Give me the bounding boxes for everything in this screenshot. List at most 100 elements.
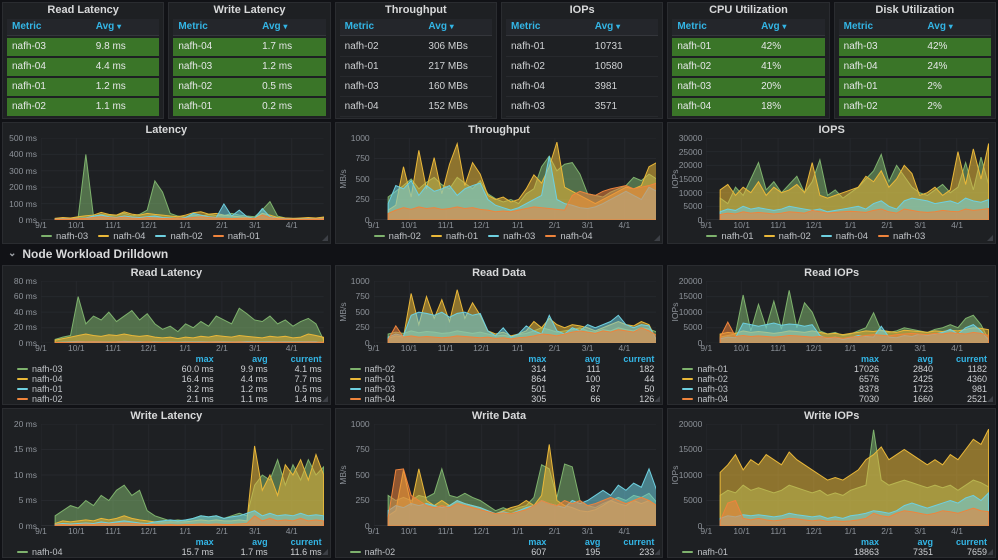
panel-resize-handle[interactable] [321, 548, 328, 555]
plot-area[interactable] [706, 281, 989, 343]
y-tick-label: 0 ms [18, 214, 37, 225]
panel-title[interactable]: Read Latency [47, 4, 119, 16]
panel-resize-handle[interactable] [321, 395, 328, 402]
panel-title[interactable]: Read Data [472, 266, 526, 279]
section-header-node-workload-drilldown[interactable]: ⌄ Node Workload Drilldown [2, 247, 996, 262]
plot-area[interactable] [41, 424, 324, 526]
panel-title[interactable]: CPU Utilization [709, 4, 788, 16]
column-header-metric[interactable]: Metric [344, 21, 375, 32]
column-header-metric[interactable]: Metric [178, 21, 208, 32]
legend-item-nafh-01[interactable]: nafh-01 [17, 384, 160, 394]
legend-item-nafh-01[interactable]: nafh-01 [430, 231, 478, 242]
panel-resize-handle[interactable] [986, 395, 993, 402]
legend-item-nafh-03[interactable]: nafh-03 [488, 231, 535, 242]
legend-column-header-max[interactable]: max [195, 353, 214, 364]
column-header-metric[interactable]: Metric [510, 21, 541, 32]
panel-resize-handle[interactable] [986, 548, 993, 555]
column-header-metric[interactable]: Metric [12, 21, 42, 32]
panel-title[interactable]: IOPs [569, 4, 595, 16]
legend-item-nafh-02[interactable]: nafh-02 [763, 231, 811, 242]
legend-column-header-current[interactable]: current [955, 536, 987, 547]
legend-item-nafh-02[interactable]: nafh-02 [17, 394, 160, 404]
legend-item-nafh-03[interactable]: nafh-03 [682, 384, 825, 394]
panel-title[interactable]: Latency [145, 124, 188, 136]
panel-resize-handle[interactable] [654, 395, 661, 402]
legend-column-header-max[interactable]: max [860, 536, 879, 547]
legend-column-header-current[interactable]: current [290, 353, 322, 364]
panel-resize-handle[interactable] [321, 234, 328, 241]
legend-item-nafh-02[interactable]: nafh-02 [349, 364, 493, 374]
legend-column-header-max[interactable]: max [528, 536, 547, 547]
legend-item-nafh-01[interactable]: nafh-01 [682, 364, 825, 374]
legend-column-header-current[interactable]: current [623, 353, 655, 364]
legend-column-header-current[interactable]: current [623, 536, 655, 547]
plot-area[interactable] [374, 138, 657, 220]
legend-stat-value: 1182 [967, 363, 987, 374]
legend-item-nafh-01[interactable]: nafh-01 [349, 374, 493, 384]
panel-title[interactable]: Write Data [471, 409, 527, 422]
legend-item-nafh-03[interactable]: nafh-03 [349, 384, 493, 394]
column-header-avg[interactable]: Avg ▾ [262, 21, 288, 32]
plot-area[interactable] [706, 424, 989, 526]
panel-title[interactable]: Read IOPs [804, 266, 860, 279]
legend-column-header-avg[interactable]: avg [252, 536, 268, 547]
panel-title[interactable]: IOPS [818, 124, 845, 136]
legend-item-nafh-04[interactable]: nafh-04 [820, 231, 868, 242]
legend-column-header-avg[interactable]: avg [252, 353, 268, 364]
panel-resize-handle[interactable] [654, 234, 661, 241]
legend-item-nafh-02[interactable]: nafh-02 [155, 231, 203, 242]
legend-table-row: nafh-03 501 87 50 [349, 384, 654, 394]
column-header-avg[interactable]: Avg ▾ [428, 21, 454, 32]
legend-column-header-avg[interactable]: avg [584, 536, 601, 547]
legend-column-header-current[interactable]: current [290, 536, 322, 547]
legend-label: nafh-04 [113, 230, 146, 242]
legend-item-nafh-02[interactable]: nafh-02 [349, 547, 493, 557]
legend-item-nafh-04[interactable]: nafh-04 [98, 231, 145, 242]
legend-column-header-max[interactable]: max [195, 536, 214, 547]
legend-item-nafh-04[interactable]: nafh-04 [682, 394, 825, 404]
table-panel-throughput: Throughput Metric Avg ▾ nafh-02 306 MBs nafh-… [334, 2, 497, 119]
legend-item-nafh-03[interactable]: nafh-03 [17, 364, 160, 374]
column-header-avg[interactable]: Avg ▾ [761, 21, 787, 32]
legend-item-nafh-04[interactable]: nafh-04 [17, 547, 160, 557]
legend-column-header-max[interactable]: max [528, 353, 547, 364]
legend-item-nafh-03[interactable]: nafh-03 [878, 231, 925, 242]
panel-resize-handle[interactable] [986, 234, 993, 241]
metric-cell: nafh-01 [843, 81, 878, 92]
legend-column-header-avg[interactable]: avg [917, 353, 933, 364]
panel-title[interactable]: Read Latency [130, 266, 203, 279]
column-header-avg[interactable]: Avg ▾ [95, 21, 122, 32]
legend-column-header-current[interactable]: current [955, 353, 987, 364]
panel-title[interactable]: Disk Utilization [875, 4, 955, 16]
legend-item-nafh-03[interactable]: nafh-03 [41, 231, 88, 242]
section-collapse-icon[interactable]: ⌄ [8, 247, 17, 259]
plot-area[interactable] [374, 424, 657, 526]
panel-title[interactable]: Throughput [468, 124, 530, 136]
panel-title[interactable]: Write Latency [213, 4, 286, 16]
column-header-metric[interactable]: Metric [843, 21, 874, 32]
plot-area[interactable] [41, 138, 324, 220]
panel-title[interactable]: Throughput [384, 4, 447, 16]
legend-item-nafh-04[interactable]: nafh-04 [17, 374, 160, 384]
legend-item-nafh-04[interactable]: nafh-04 [349, 394, 493, 404]
panel-title[interactable]: Write IOPs [803, 409, 860, 422]
legend-item-nafh-01[interactable]: nafh-01 [212, 231, 260, 242]
legend-column-header-max[interactable]: max [860, 353, 879, 364]
legend-item-nafh-04[interactable]: nafh-04 [545, 231, 593, 242]
legend-label: nafh-03 [503, 230, 536, 242]
legend-item-nafh-02[interactable]: nafh-02 [373, 231, 421, 242]
legend-item-nafh-02[interactable]: nafh-02 [682, 374, 825, 384]
column-header-avg[interactable]: Avg ▾ [594, 21, 621, 32]
legend-stat-value: 11.6 ms [290, 546, 322, 557]
panel-resize-handle[interactable] [654, 548, 661, 555]
plot-area[interactable] [706, 138, 989, 220]
legend-item-nafh-01[interactable]: nafh-01 [706, 231, 754, 242]
column-header-metric[interactable]: Metric [677, 21, 707, 32]
legend-item-nafh-01[interactable]: nafh-01 [682, 547, 825, 557]
plot-area[interactable] [374, 281, 657, 343]
panel-title[interactable]: Write Latency [130, 409, 203, 422]
legend-column-header-avg[interactable]: avg [917, 536, 933, 547]
column-header-avg[interactable]: Avg ▾ [927, 21, 953, 32]
legend-column-header-avg[interactable]: avg [584, 353, 601, 364]
plot-area[interactable] [41, 281, 324, 343]
